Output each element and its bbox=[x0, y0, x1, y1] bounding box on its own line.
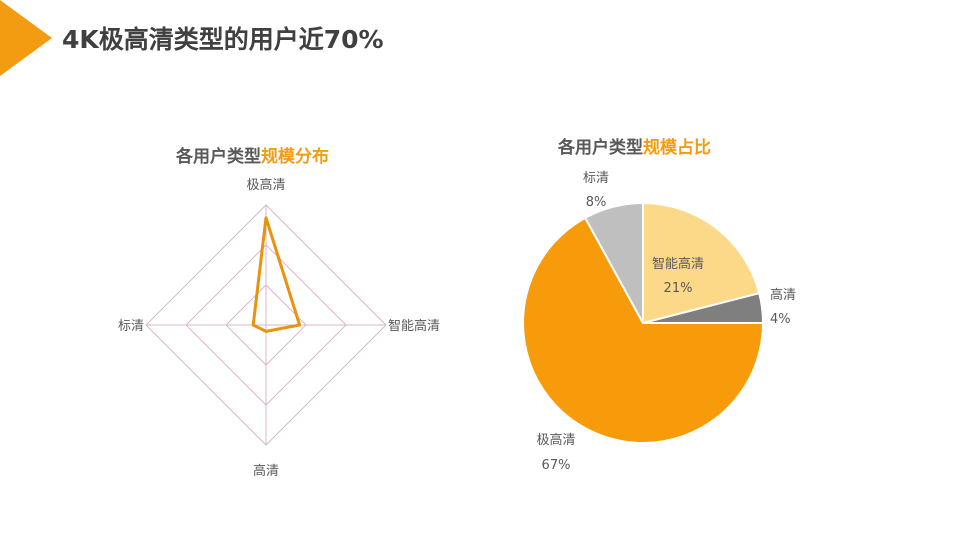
radar-series-line bbox=[251, 216, 302, 333]
page-title: 4K极高清类型的用户近70% bbox=[62, 25, 384, 54]
pie-chart-title: 各用户类型规模占比 bbox=[558, 133, 711, 158]
radar-axis-label: 智能高清 bbox=[388, 318, 440, 334]
radar-axis-label: 标清 bbox=[118, 319, 144, 334]
pie-slice-label: 智能高清 bbox=[652, 256, 704, 272]
pie-slice-percent: 21% bbox=[664, 281, 693, 296]
accent-triangle-icon bbox=[0, 0, 52, 76]
pie-slice bbox=[583, 201, 644, 324]
pie-slice-percent: 4% bbox=[770, 312, 791, 327]
radar-axis-label: 极高清 bbox=[246, 177, 285, 193]
pie-slice-percent: 8% bbox=[586, 195, 607, 210]
radar-title-part2: 规模分布 bbox=[261, 147, 329, 167]
radar-axis-label: 高清 bbox=[253, 463, 279, 479]
pie-slice-label: 高清 bbox=[770, 287, 796, 303]
radar-chart-title: 各用户类型规模分布 bbox=[176, 142, 329, 167]
pie-slice-label: 极高清 bbox=[536, 432, 575, 448]
pie-slice bbox=[642, 201, 761, 325]
radar-title-part1: 各用户类型 bbox=[176, 147, 261, 167]
pie-title-part1: 各用户类型 bbox=[558, 138, 643, 158]
pie-slice bbox=[522, 216, 765, 444]
pie-slice-percent: 67% bbox=[542, 458, 571, 473]
pie-slice-label: 标清 bbox=[583, 171, 609, 186]
pie-title-part2: 规模占比 bbox=[643, 138, 711, 158]
